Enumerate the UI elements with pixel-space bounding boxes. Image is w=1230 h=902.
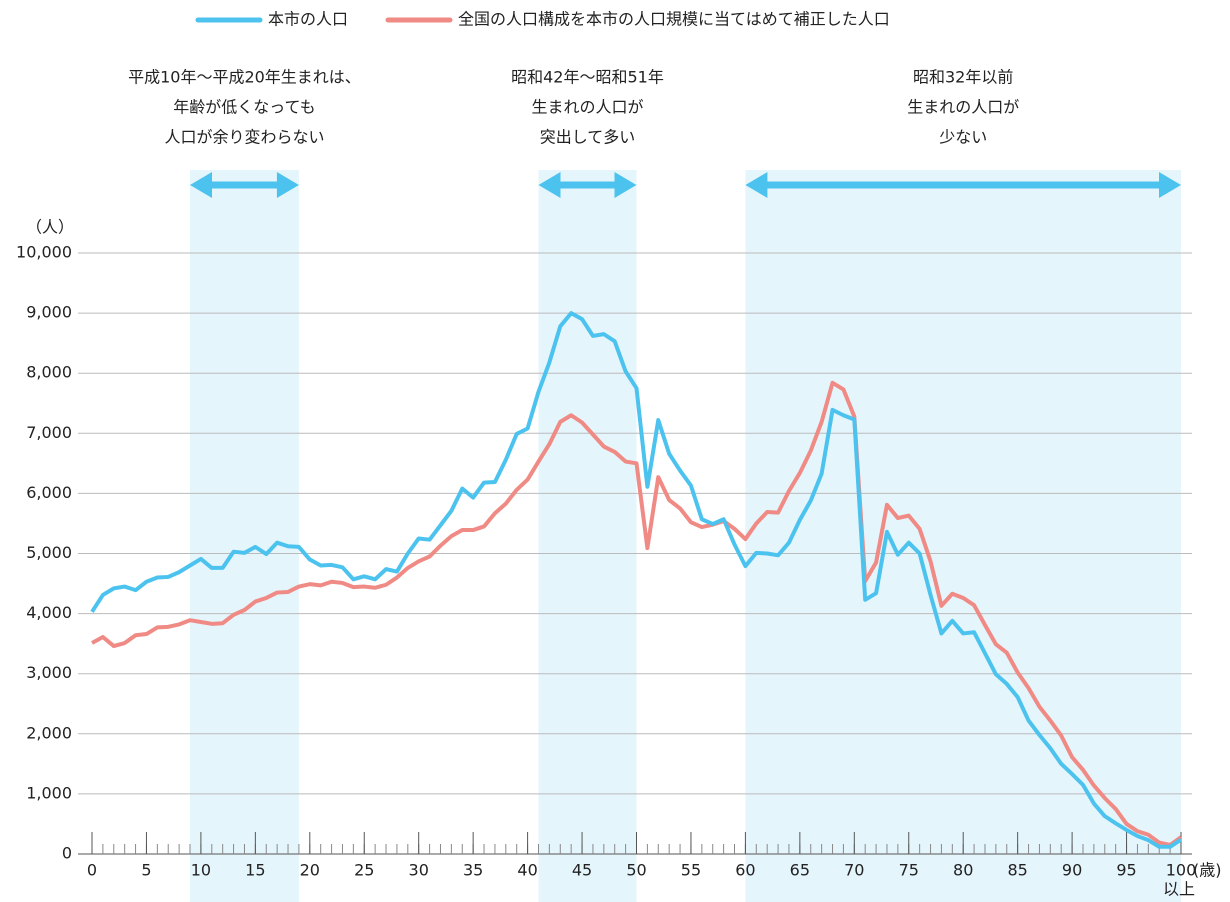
x-tick-label: 50 — [626, 861, 646, 880]
x-tick-label: 80 — [953, 861, 973, 880]
arrow-head — [276, 172, 299, 198]
y-tick-label: 2,000 — [26, 723, 72, 742]
annotation: 突出して多い — [540, 128, 636, 147]
x-last-suffix: 以上 — [1163, 880, 1195, 899]
x-tick-label: 35 — [463, 861, 483, 880]
x-tick-label: 65 — [790, 861, 810, 880]
y-tick-label: 8,000 — [26, 363, 72, 382]
highlight-band — [745, 170, 1181, 902]
x-tick-label: 70 — [844, 861, 864, 880]
y-tick-label: 4,000 — [26, 603, 72, 622]
x-tick-label: 60 — [735, 861, 755, 880]
annotation: 昭和42年～昭和51年 — [511, 68, 664, 87]
line-series — [91, 380, 1183, 847]
line-series — [90, 311, 1183, 849]
highlight-band — [190, 170, 299, 902]
x-tick-label: 10 — [191, 861, 211, 880]
x-tick-label: 45 — [572, 861, 592, 880]
annotation: 平成10年～平成20年生まれは、 — [128, 68, 361, 87]
y-tick-label: 9,000 — [26, 303, 72, 322]
y-unit: （人） — [26, 218, 74, 237]
x-tick-label: 0 — [87, 861, 97, 880]
x-tick-label: 95 — [1116, 861, 1136, 880]
y-tick-label: 1,000 — [26, 783, 72, 802]
legend-label: 本市の人口 — [268, 10, 348, 29]
x-tick-label: 5 — [141, 861, 151, 880]
annotation: 昭和32年以前 — [913, 68, 1013, 87]
annotation: 生まれの人口が — [531, 98, 643, 117]
x-tick-label: 20 — [300, 861, 320, 880]
highlight-band — [538, 170, 637, 902]
y-tick-label: 10,000 — [16, 243, 72, 262]
annotation: 少ない — [939, 128, 987, 147]
x-tick-label: 25 — [354, 861, 374, 880]
arrow-head — [745, 172, 768, 198]
annotation: 人口が余り変わらない — [164, 128, 324, 147]
arrow-head — [190, 172, 213, 198]
arrow-head — [538, 172, 561, 198]
y-tick-label: 3,000 — [26, 663, 72, 682]
annotation: 生まれの人口が — [907, 98, 1019, 117]
x-tick-label: 15 — [245, 861, 265, 880]
arrow-head — [1159, 172, 1181, 198]
x-tick-label: 90 — [1062, 861, 1082, 880]
x-unit: (歳) — [1193, 861, 1222, 880]
y-tick-label: 5,000 — [26, 543, 72, 562]
x-tick-label: 40 — [517, 861, 537, 880]
x-tick-label: 75 — [899, 861, 919, 880]
annotation: 年齢が低くなっても — [173, 98, 315, 117]
y-tick-label: 0 — [62, 844, 72, 863]
x-tick-label: 30 — [409, 861, 429, 880]
legend-label: 全国の人口構成を本市の人口規模に当てはめて補正した人口 — [458, 10, 890, 29]
arrow-head — [614, 172, 637, 198]
y-tick-label: 7,000 — [26, 423, 72, 442]
y-tick-label: 6,000 — [26, 483, 72, 502]
x-tick-label: 100 — [1166, 861, 1197, 880]
x-tick-label: 55 — [681, 861, 701, 880]
legend: 本市の人口 全国の人口構成を本市の人口規模に当てはめて補正した人口 — [195, 10, 890, 29]
x-tick-label: 85 — [1007, 861, 1027, 880]
